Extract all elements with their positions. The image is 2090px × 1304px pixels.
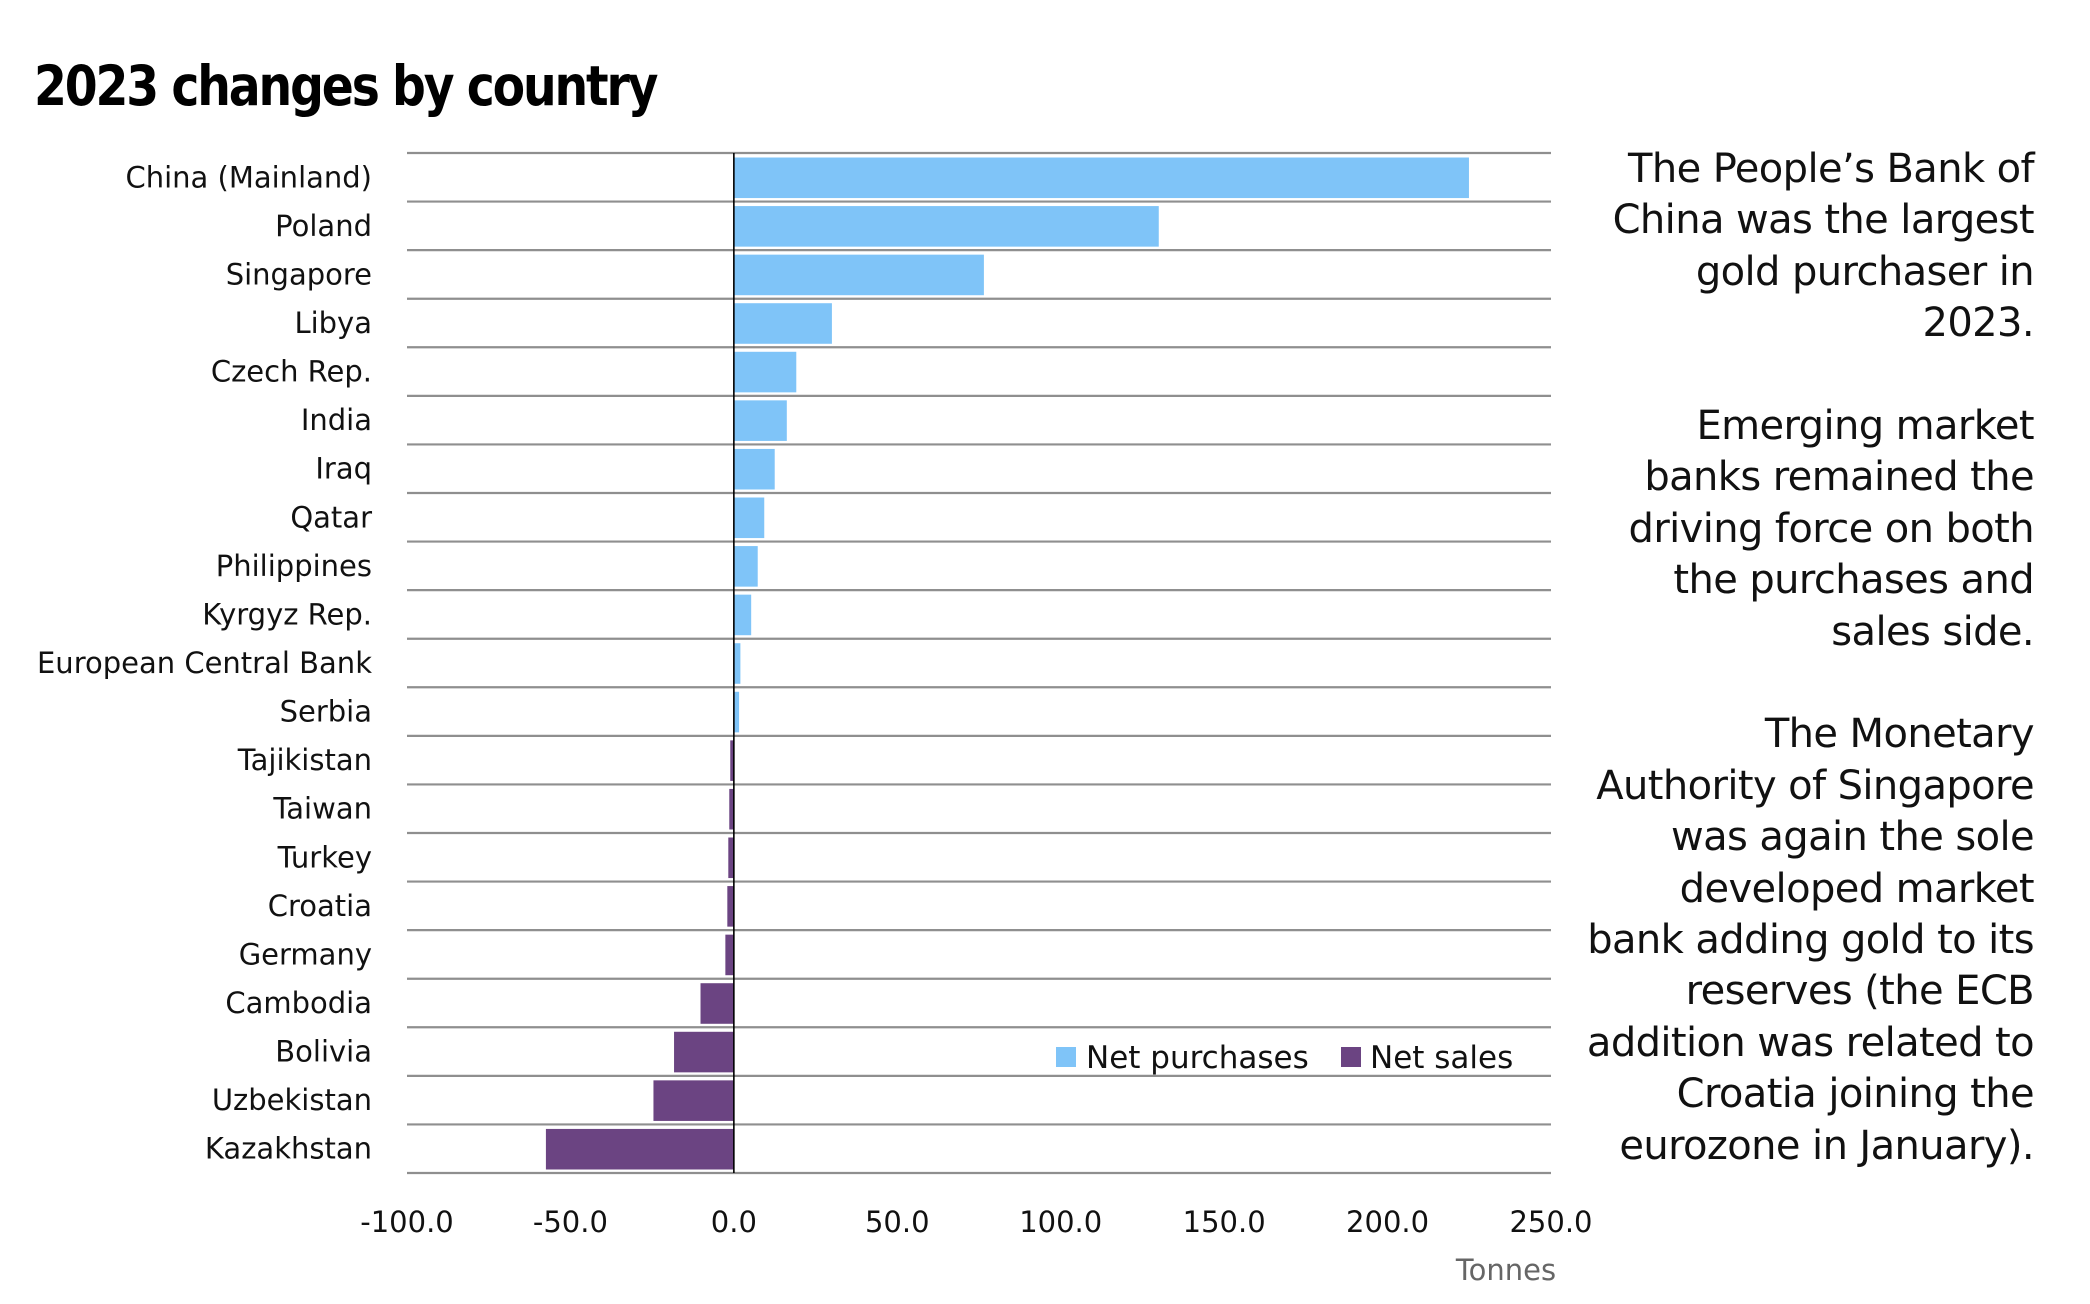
bar-european-central-bank: [733, 643, 741, 684]
legend-swatch-net-sales: [1341, 1047, 1361, 1067]
category-label-kyrgyz-rep: Kyrgyz Rep.: [202, 597, 372, 631]
category-label-philippines: Philippines: [216, 549, 372, 583]
bar-germany: [725, 934, 734, 976]
category-label-taiwan: Taiwan: [272, 792, 372, 826]
bar-poland: [733, 206, 1159, 247]
x-tick-label: 0.0: [711, 1205, 757, 1239]
commentary-paragraph-3: The Monetary Authority of Singapore was …: [1586, 711, 2035, 1169]
x-tick-label: -100.0: [360, 1205, 454, 1239]
bar-bolivia: [674, 1031, 734, 1073]
bars: [545, 157, 1469, 1170]
legend: Net purchases Net sales: [1056, 1040, 1513, 1076]
category-label-serbia: Serbia: [280, 695, 372, 729]
gridlines: [407, 151, 1551, 1175]
category-label-china-mainland: China (Mainland): [125, 160, 372, 194]
x-tick-label: 100.0: [1019, 1205, 1102, 1239]
category-label-european-central-bank: European Central Bank: [37, 646, 372, 680]
bar-uzbekistan: [653, 1080, 734, 1121]
chart-title: 2023 changes by country: [34, 54, 658, 118]
category-label-india: India: [301, 403, 372, 437]
category-label-tajikistan: Tajikistan: [237, 743, 372, 777]
bar-turkey: [728, 837, 734, 879]
bar-kazakhstan: [545, 1128, 734, 1170]
x-tick-label: 200.0: [1346, 1205, 1429, 1239]
bar-kyrgyz-rep: [733, 594, 752, 636]
commentary-paragraph-1: The People’s Bank of China was the large…: [1612, 146, 2035, 347]
category-label-germany: Germany: [239, 937, 372, 971]
commentary-paragraph-2: Emerging market banks remained the drivi…: [1628, 403, 2035, 655]
category-label-iraq: Iraq: [315, 452, 372, 486]
category-label-qatar: Qatar: [290, 500, 372, 534]
bar-philippines: [733, 546, 758, 587]
category-label-libya: Libya: [294, 306, 372, 340]
legend-label-net-purchases: Net purchases: [1086, 1040, 1309, 1076]
bar-india: [733, 400, 787, 441]
category-label-kazakhstan: Kazakhstan: [205, 1132, 372, 1166]
bar-serbia: [733, 691, 740, 733]
x-tick-label: 250.0: [1509, 1205, 1592, 1239]
category-label-poland: Poland: [275, 209, 372, 243]
legend-label-net-sales: Net sales: [1370, 1040, 1513, 1076]
bar-singapore: [733, 254, 984, 296]
bar-china-mainland: [733, 157, 1469, 199]
bar-cambodia: [700, 983, 734, 1024]
commentary-text: The People’s Bank of China was the large…: [1574, 144, 2035, 1223]
category-label-turkey: Turkey: [277, 840, 372, 874]
x-tick-label: 150.0: [1183, 1205, 1266, 1239]
category-label-uzbekistan: Uzbekistan: [212, 1083, 372, 1117]
x-axis-unit-label: Tonnes: [1455, 1253, 1556, 1287]
bar-qatar: [733, 497, 765, 539]
bar-czech-rep: [733, 351, 797, 393]
bar-libya: [733, 303, 832, 344]
category-label-bolivia: Bolivia: [275, 1035, 372, 1069]
x-tick-labels: -100.0 -50.0 0.0 50.0 100.0 150.0 200.0 250.0: [360, 1205, 1592, 1239]
bar-tajikistan: [730, 740, 734, 781]
bar-croatia: [727, 886, 734, 927]
category-label-singapore: Singapore: [226, 257, 372, 291]
category-label-czech-rep: Czech Rep.: [211, 355, 372, 389]
x-tick-label: 50.0: [865, 1205, 930, 1239]
category-label-cambodia: Cambodia: [225, 986, 372, 1020]
bar-iraq: [733, 448, 775, 490]
x-tick-label: -50.0: [533, 1205, 608, 1239]
legend-swatch-net-purchases: [1056, 1047, 1076, 1067]
category-labels: China (Mainland) Poland Singapore Libya Czec…: [37, 160, 372, 1165]
category-label-croatia: Croatia: [268, 889, 372, 923]
bar-taiwan: [729, 788, 734, 830]
